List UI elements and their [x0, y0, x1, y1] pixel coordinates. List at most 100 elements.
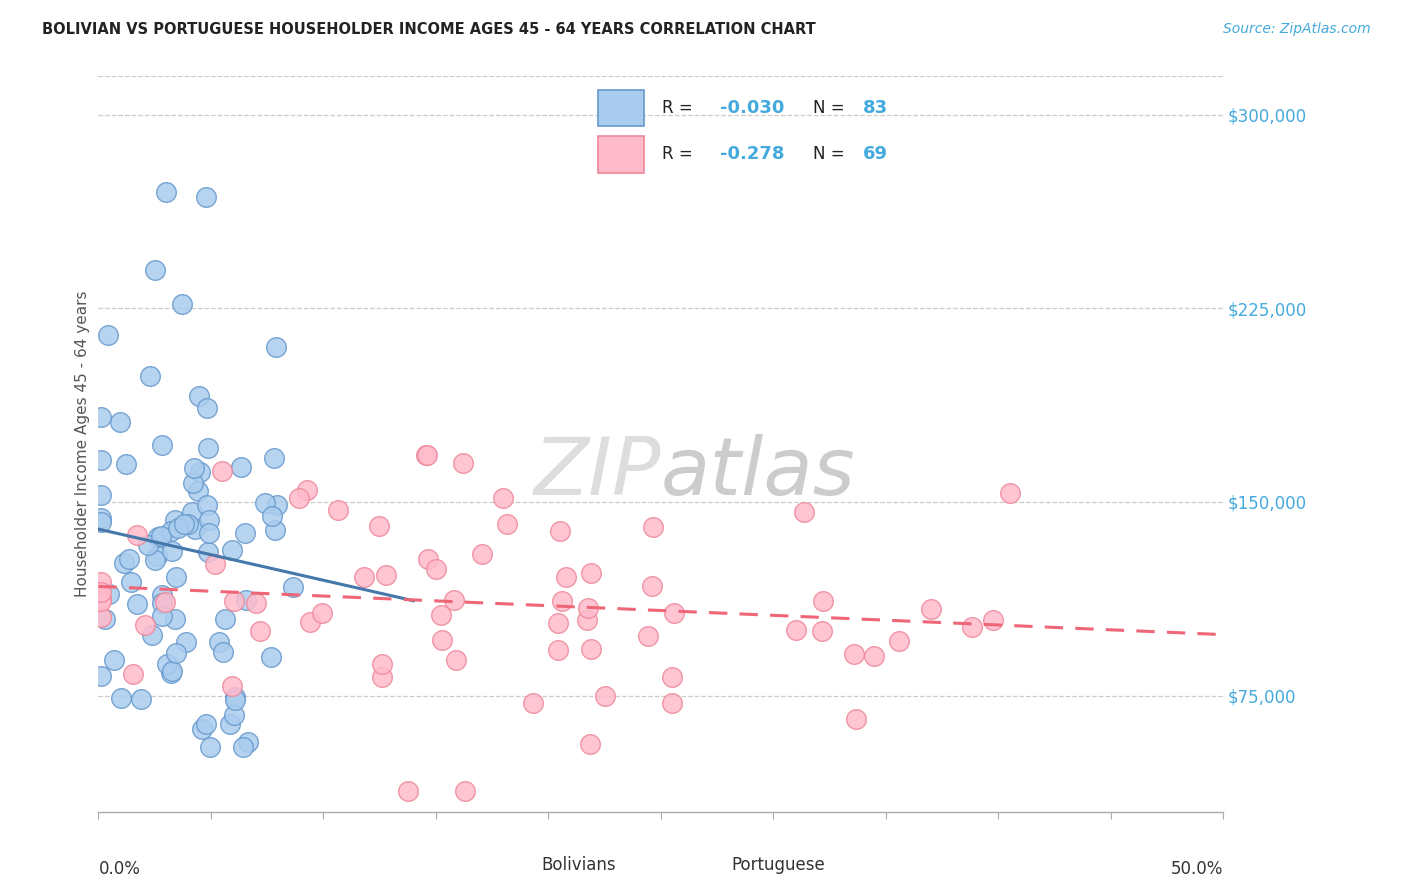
Point [188, 389, 211, 403]
Point [232, 740, 254, 755]
Point [224, 690, 246, 705]
Point [920, 602, 942, 616]
Point [127, 598, 149, 612]
Point [97, 327, 120, 342]
Point [155, 185, 177, 199]
Point [219, 717, 242, 731]
Point [522, 696, 544, 710]
Text: R =: R = [662, 145, 699, 163]
Point [141, 628, 163, 642]
Point [165, 612, 187, 626]
Point [845, 712, 868, 726]
Point [153, 595, 176, 609]
Point [90, 516, 112, 530]
Point [593, 690, 616, 704]
Point [889, 634, 911, 648]
Point [139, 369, 162, 384]
Point [90, 610, 112, 624]
Point [94, 612, 117, 626]
Text: Portuguese: Portuguese [731, 856, 825, 874]
Point [165, 646, 187, 660]
Point [547, 615, 569, 630]
Point [150, 528, 173, 542]
Point [214, 612, 236, 626]
Point [224, 707, 246, 722]
Point [195, 498, 218, 512]
Point [134, 617, 156, 632]
Point [224, 693, 246, 707]
Point [842, 647, 865, 661]
Point [637, 629, 659, 643]
Point [295, 483, 318, 497]
Text: -0.278: -0.278 [720, 145, 785, 163]
Point [118, 552, 141, 566]
Point [221, 543, 243, 558]
Text: N =: N = [813, 99, 849, 117]
Point [181, 475, 204, 490]
Point [108, 415, 131, 429]
Point [641, 519, 664, 533]
Point [167, 521, 190, 535]
Point [208, 635, 231, 649]
Point [662, 606, 685, 620]
Y-axis label: Householder Income Ages 45 - 64 years: Householder Income Ages 45 - 64 years [75, 291, 90, 597]
Point [160, 664, 183, 678]
Point [579, 642, 602, 657]
Point [146, 549, 169, 563]
Point [375, 567, 398, 582]
Text: Bolivians: Bolivians [541, 856, 616, 874]
Point [197, 545, 219, 559]
Point [181, 505, 204, 519]
Point [581, 566, 603, 580]
Point [146, 529, 169, 543]
Point [554, 570, 576, 584]
Point [156, 657, 179, 672]
Text: 50.0%: 50.0% [1171, 860, 1223, 878]
Point [195, 717, 218, 731]
Point [197, 525, 219, 540]
Point [165, 513, 187, 527]
Point [211, 464, 233, 478]
Text: -0.030: -0.030 [720, 99, 785, 117]
Text: BOLIVIAN VS PORTUGUESE HOUSEHOLDER INCOME AGES 45 - 64 YEARS CORRELATION CHART: BOLIVIAN VS PORTUGUESE HOUSEHOLDER INCOM… [42, 22, 815, 37]
Point [548, 524, 571, 538]
Point [266, 498, 288, 512]
Point [640, 579, 662, 593]
Point [298, 615, 321, 630]
Point [353, 570, 375, 584]
Point [98, 586, 121, 600]
Point [233, 526, 256, 541]
Point [165, 569, 187, 583]
Point [328, 503, 350, 517]
Point [229, 460, 252, 475]
Point [492, 491, 515, 505]
Text: ZIP: ZIP [533, 434, 661, 512]
Point [811, 624, 834, 639]
Point [451, 456, 474, 470]
Point [176, 634, 198, 648]
Point [183, 522, 205, 536]
Point [576, 601, 599, 615]
Point [90, 669, 112, 683]
Point [90, 510, 112, 524]
Point [793, 505, 815, 519]
Point [862, 649, 884, 664]
Point [136, 538, 159, 552]
Point [204, 557, 226, 571]
Point [661, 670, 683, 684]
Point [253, 496, 276, 510]
Point [661, 696, 683, 710]
Point [471, 547, 494, 561]
Point [150, 437, 173, 451]
Point [143, 552, 166, 566]
Point [368, 518, 391, 533]
Point [183, 460, 205, 475]
Point [785, 623, 807, 637]
Point [188, 465, 211, 479]
Point [578, 737, 600, 751]
Point [263, 450, 285, 465]
Point [221, 679, 243, 693]
Point [120, 575, 142, 590]
Text: N =: N = [813, 145, 849, 163]
Point [443, 592, 465, 607]
